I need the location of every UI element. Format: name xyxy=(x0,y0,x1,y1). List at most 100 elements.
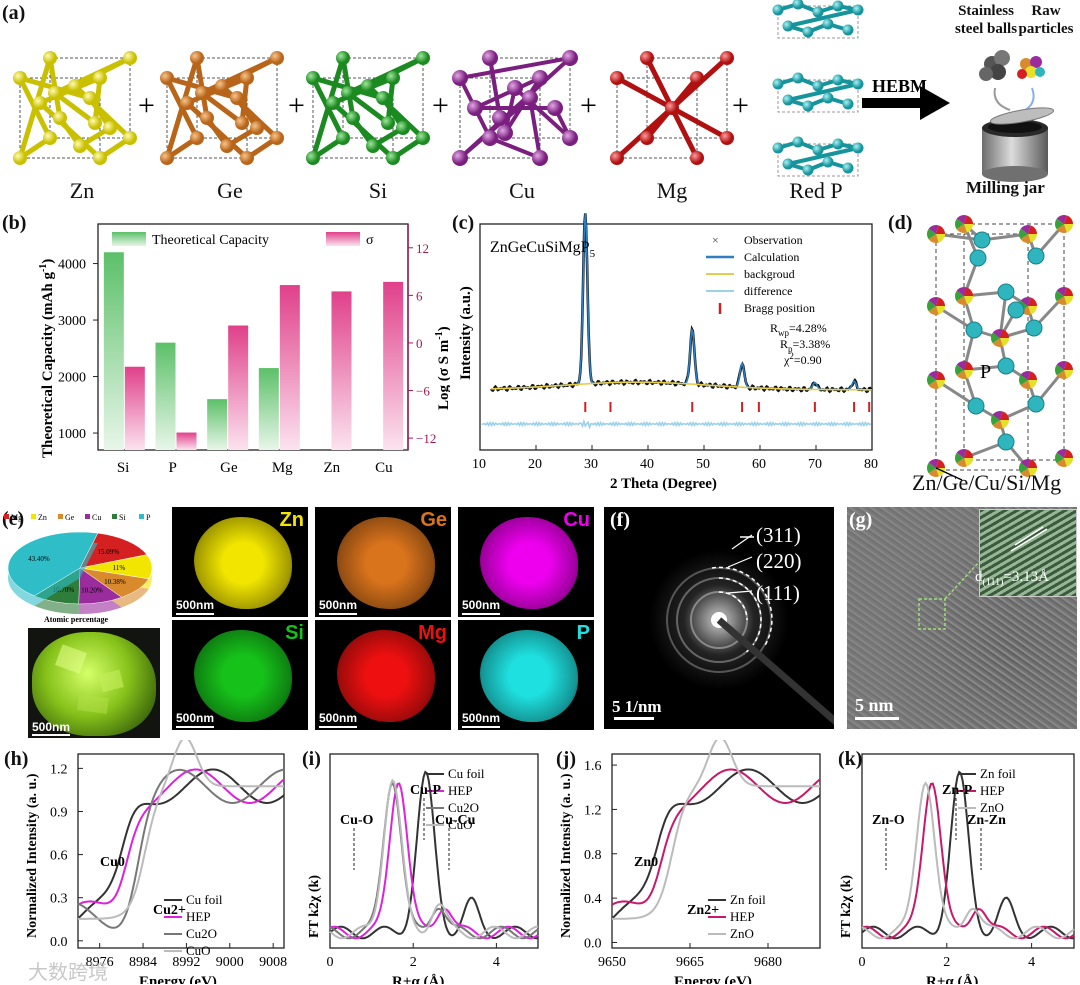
eds-map-p: P 500nm xyxy=(458,620,594,730)
atom xyxy=(610,151,624,165)
plus-sign: + xyxy=(580,89,597,122)
atom xyxy=(200,111,214,125)
cation-segment xyxy=(1020,468,1031,477)
cation-segment xyxy=(991,332,1000,344)
p-atom xyxy=(997,283,1015,301)
atom xyxy=(270,51,284,65)
atom xyxy=(782,94,794,106)
x-tick-label: 2 xyxy=(410,955,417,970)
x-tick-label: 8976 xyxy=(86,955,114,970)
cation-segment xyxy=(955,452,964,464)
legend-background: backgroud xyxy=(744,267,795,281)
legend-label: HEP xyxy=(730,909,755,924)
cation-segment xyxy=(1028,380,1037,389)
atom xyxy=(376,91,390,105)
chart-title: ZnGeCuSiMgP5 xyxy=(490,239,596,260)
cation-segment xyxy=(1056,296,1067,305)
atom xyxy=(336,51,350,65)
atom xyxy=(13,151,27,165)
atom xyxy=(250,121,264,135)
atom xyxy=(270,131,284,145)
eds-map-si: Si 500nm xyxy=(172,620,308,730)
atom xyxy=(452,70,468,86)
x-axis-title: R+α (Å) xyxy=(392,974,444,984)
atom xyxy=(230,91,244,105)
crystal-red-p xyxy=(772,0,864,177)
atom xyxy=(812,80,824,92)
bond xyxy=(459,56,571,80)
y-tick-label: 0.9 xyxy=(50,805,68,820)
atom xyxy=(123,131,137,145)
legend-label: HEP xyxy=(186,909,211,924)
atom xyxy=(346,111,360,125)
peak-annotation: Cu0 xyxy=(100,855,125,870)
cation-segment xyxy=(1056,224,1067,233)
sem-image: 500nm xyxy=(28,628,160,738)
cation-segment xyxy=(956,296,967,305)
atom xyxy=(842,98,854,110)
atom xyxy=(341,86,355,100)
legend-calculation: Calculation xyxy=(744,250,799,264)
cation-segment xyxy=(964,458,973,467)
cation-segment xyxy=(1064,361,1073,370)
chart-i: 0 2 4R+α (Å)FT k2χ (k)Cu foilHEPCu2OCuOCu-… xyxy=(307,753,539,984)
x-tick-label: 9008 xyxy=(259,955,287,970)
cation-segment xyxy=(955,364,964,376)
map-signal xyxy=(480,517,578,609)
x-tick-label: 70 xyxy=(808,457,822,472)
bond xyxy=(92,77,103,124)
peak-annotation: Cu-O xyxy=(340,813,374,828)
cation-segment xyxy=(1028,234,1037,243)
ring-label-220: (220) xyxy=(756,549,802,573)
atom xyxy=(782,20,794,32)
atom xyxy=(220,139,234,153)
peak-annotation: Cu-P xyxy=(410,783,442,798)
pie-data-label: 10.38% xyxy=(104,578,126,586)
legend-observation: Observation xyxy=(744,233,803,247)
cation-segment xyxy=(1064,296,1073,305)
atom xyxy=(832,138,844,150)
difference-series xyxy=(481,418,872,430)
inset-zoom xyxy=(979,509,1077,597)
cation-segment xyxy=(992,411,1003,420)
panel-a-crystals: + + + + + HEBM xyxy=(13,0,1055,182)
pie-legend-swatch xyxy=(4,514,9,519)
milling-jar xyxy=(982,107,1055,182)
cation-segment xyxy=(992,338,1003,347)
atom xyxy=(822,156,834,168)
mixed-cation-site xyxy=(955,449,973,467)
cation-segment xyxy=(1064,224,1073,233)
scale-bar: 500nm xyxy=(176,598,215,615)
x-tick-label: 9665 xyxy=(676,955,704,970)
bond xyxy=(53,91,97,125)
x-tick-label: Mg xyxy=(272,460,293,476)
bond xyxy=(787,82,859,102)
cation-segment xyxy=(964,361,973,370)
x-tick-label: Zn xyxy=(324,460,341,476)
panel-h-label: (h) xyxy=(4,748,29,770)
cation-segment xyxy=(964,224,973,233)
cation-segment xyxy=(1064,449,1073,458)
pie-legend-label: P xyxy=(146,513,151,522)
crystal-mg xyxy=(610,51,734,165)
atom xyxy=(416,51,430,65)
y-tick-label: 0.6 xyxy=(50,849,68,864)
map-element-label: Mg xyxy=(418,622,447,644)
cation-segment xyxy=(1020,459,1031,468)
cation-segment xyxy=(1020,380,1031,389)
atom xyxy=(306,151,320,165)
legend-label: ZnO xyxy=(730,926,754,941)
atom xyxy=(482,130,498,146)
p-atom xyxy=(997,357,1015,375)
atom xyxy=(792,72,804,84)
element-label-ge: Ge xyxy=(217,178,243,203)
y2-axis-title: Log (σ S m-1) xyxy=(434,326,450,410)
cation-segment xyxy=(1020,371,1031,380)
atom xyxy=(547,100,563,116)
bond xyxy=(489,136,541,160)
plus-sign: + xyxy=(732,89,749,122)
atom xyxy=(190,131,204,145)
atom xyxy=(492,110,508,126)
legend-sigma: σ xyxy=(366,233,374,248)
series-cuo xyxy=(78,740,284,920)
